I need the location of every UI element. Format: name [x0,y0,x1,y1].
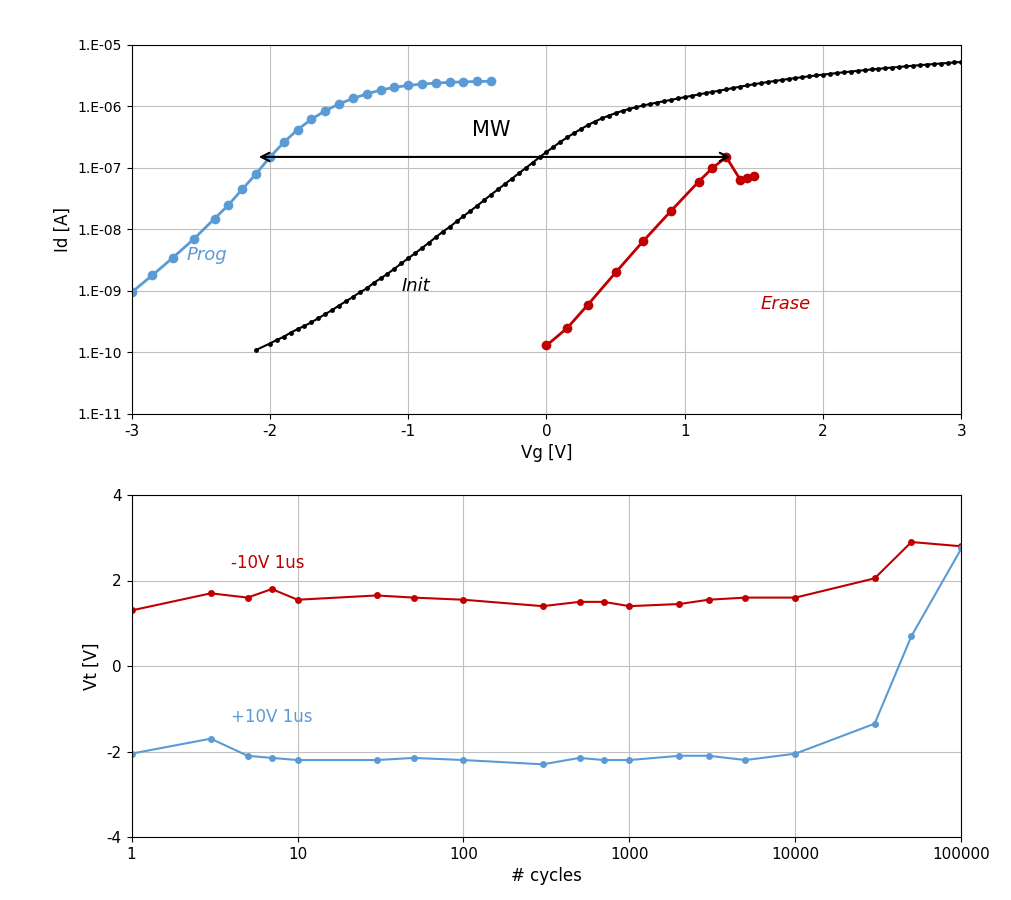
Text: +10V 1us: +10V 1us [232,707,312,725]
Text: Init: Init [401,277,430,295]
X-axis label: Vg [V]: Vg [V] [521,445,571,463]
Text: Erase: Erase [760,295,810,313]
Text: -10V 1us: -10V 1us [232,554,304,572]
Y-axis label: Vt [V]: Vt [V] [83,643,101,689]
Text: Prog: Prog [187,247,227,265]
Text: MW: MW [471,121,510,140]
Y-axis label: Id [A]: Id [A] [54,207,72,252]
X-axis label: # cycles: # cycles [511,868,581,886]
